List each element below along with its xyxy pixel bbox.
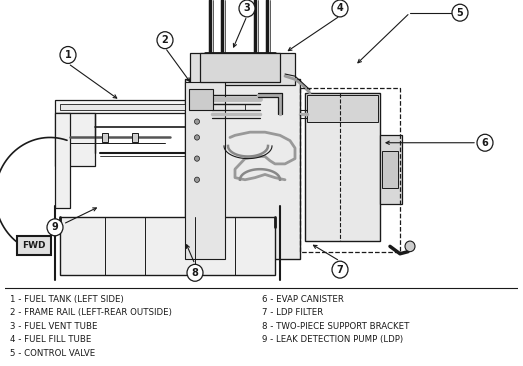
Text: 7: 7 — [337, 265, 344, 274]
Circle shape — [195, 156, 199, 161]
Bar — [190, 53, 295, 85]
Circle shape — [47, 219, 63, 236]
Text: 5 - CONTROL VALVE: 5 - CONTROL VALVE — [10, 349, 96, 358]
Text: 4 - FUEL FILL TUBE: 4 - FUEL FILL TUBE — [10, 335, 92, 344]
Circle shape — [195, 177, 199, 182]
Text: 1: 1 — [65, 50, 71, 60]
Circle shape — [157, 32, 173, 49]
Text: 7 - LDP FILTER: 7 - LDP FILTER — [262, 308, 323, 317]
Circle shape — [195, 135, 199, 140]
Text: 1 - FUEL TANK (LEFT SIDE): 1 - FUEL TANK (LEFT SIDE) — [10, 295, 124, 304]
Circle shape — [195, 119, 199, 124]
Text: 4: 4 — [337, 3, 344, 14]
Circle shape — [452, 4, 468, 21]
Circle shape — [477, 134, 493, 151]
Bar — [60, 104, 245, 110]
Circle shape — [332, 0, 348, 17]
FancyBboxPatch shape — [17, 236, 51, 255]
Bar — [55, 100, 250, 113]
Bar — [305, 93, 380, 241]
Bar — [185, 82, 225, 259]
Text: 2 - FRAME RAIL (LEFT-REAR OUTSIDE): 2 - FRAME RAIL (LEFT-REAR OUTSIDE) — [10, 308, 172, 317]
Bar — [380, 135, 402, 204]
Text: 5: 5 — [457, 8, 463, 18]
Bar — [200, 53, 280, 82]
Text: 6 - EVAP CANISTER: 6 - EVAP CANISTER — [262, 295, 344, 304]
Text: 3: 3 — [244, 3, 251, 14]
Circle shape — [332, 261, 348, 278]
Circle shape — [60, 46, 76, 63]
Text: 8: 8 — [191, 268, 198, 278]
Bar — [185, 79, 300, 259]
Circle shape — [405, 241, 415, 252]
Text: 8 - TWO-PIECE SUPPORT BRACKET: 8 - TWO-PIECE SUPPORT BRACKET — [262, 322, 409, 331]
Text: 3 - FUEL VENT TUBE: 3 - FUEL VENT TUBE — [10, 322, 98, 331]
Bar — [132, 133, 138, 142]
Circle shape — [239, 0, 255, 17]
Text: FWD: FWD — [22, 241, 46, 250]
Bar — [102, 133, 108, 142]
Text: 9: 9 — [52, 222, 59, 232]
Bar — [300, 88, 400, 252]
Text: 9 - LEAK DETECTION PUMP (LDP): 9 - LEAK DETECTION PUMP (LDP) — [262, 335, 403, 344]
Bar — [60, 217, 275, 275]
Text: 6: 6 — [482, 138, 488, 148]
Bar — [55, 113, 70, 208]
Bar — [307, 95, 378, 122]
Bar — [382, 151, 398, 188]
FancyBboxPatch shape — [189, 89, 213, 110]
Bar — [55, 113, 95, 166]
Text: 2: 2 — [162, 35, 168, 45]
Circle shape — [187, 264, 203, 281]
